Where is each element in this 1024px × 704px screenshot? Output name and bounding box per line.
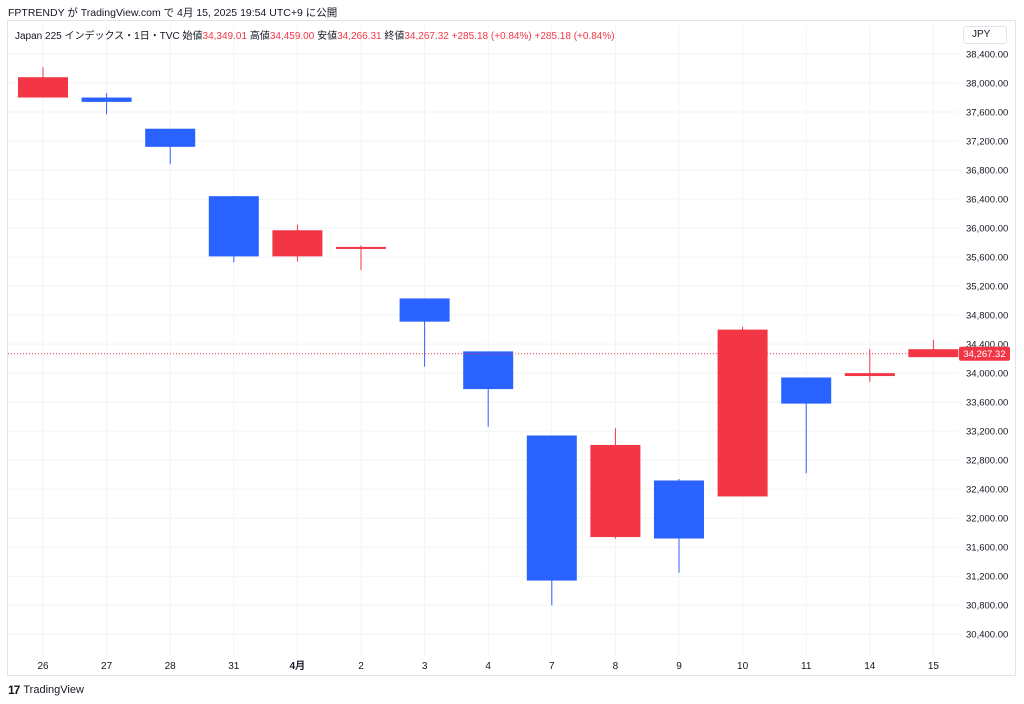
low-value: 34,266.31 [337,31,382,42]
y-tick-label: 34,800.00 [966,311,1008,322]
ohlc-legend: Japan 225 インデックス・1日・TVC 始値34,349.01 高値34… [15,27,615,42]
attribution-text: FPTRENDY が TradingView.com で 4月 15, 2025… [8,7,338,19]
y-tick-label: 33,200.00 [966,427,1008,438]
candle-body [590,444,641,538]
open-value: 34,349.01 [202,31,248,42]
price-axis: 30,400.00 30,800.00 31,200.00 31,600.00 32,0… [966,50,1008,641]
close-label: 終値 [384,31,405,42]
change-value: +285.18 (+0.84%) [451,31,532,42]
low-label: 安値 [317,31,338,42]
candle-body [908,349,959,358]
candle-body [145,128,196,147]
x-tick-label: 31 [228,661,240,672]
y-tick-label: 36,000.00 [966,224,1008,235]
x-tick-label: 28 [165,661,177,672]
y-tick-label: 31,200.00 [966,572,1008,583]
y-tick-label: 36,800.00 [966,166,1008,177]
y-tick-label: 30,400.00 [966,630,1008,641]
x-tick-label: 15 [928,661,940,672]
y-tick-label: 35,200.00 [966,282,1008,293]
candle-body [81,97,132,102]
x-tick-label: 8 [613,661,619,672]
x-tick-label: 7 [549,661,555,672]
candle-body [272,230,323,257]
y-tick-label: 32,400.00 [966,485,1008,496]
x-tick-label: 26 [37,661,49,672]
currency-button[interactable]: JPY [963,26,1007,44]
x-tick-label: 3 [422,661,428,672]
y-tick-label: 34,000.00 [966,369,1008,380]
y-tick-label: 33,600.00 [966,398,1008,409]
y-tick-label: 34,400.00 [966,340,1008,351]
y-tick-label: 32,800.00 [966,456,1008,467]
chart-panel[interactable] [7,20,1016,676]
x-tick-label: 2 [358,661,364,672]
tradingview-logo-icon: 17 [8,683,20,697]
open-label: 始値 [182,31,203,42]
x-tick-label: 27 [101,661,113,672]
change-value-2: +285.18 (+0.84%) [534,31,615,42]
candle-body [18,77,68,98]
x-tick-label: 9 [676,661,682,672]
y-tick-label: 35,600.00 [966,253,1008,264]
candles [18,67,959,606]
y-tick-label: 38,000.00 [966,79,1008,90]
grid-lines [8,25,958,656]
last-price-badge [959,346,1010,361]
candle-body [399,298,450,322]
y-tick-label: 37,200.00 [966,137,1008,148]
y-tick-label: 32,000.00 [966,514,1008,525]
high-value: 34,459.00 [269,31,315,42]
y-tick-label: 38,400.00 [966,50,1008,61]
footer-brand[interactable]: 17 TradingView [8,683,84,697]
y-tick-label: 31,600.00 [966,543,1008,554]
close-value: 34,267.32 [404,31,449,42]
x-tick-label: 4月 [290,660,306,672]
high-label: 高値 [249,31,270,42]
candle-body [844,373,895,377]
last-price-label: 34,267.32 [963,349,1005,360]
symbol-name[interactable]: Japan 225 インデックス・1日・TVC [15,31,180,42]
candle-body [526,435,577,581]
candle-body [717,329,768,497]
candle-body [463,351,514,390]
last-price-marker: 34,267.32 [8,346,1010,361]
x-tick-label: 14 [864,661,876,672]
time-axis: 26 27 28 31 4月 2 3 4 7 8 9 10 11 14 15 [37,660,939,672]
x-tick-label: 11 [801,661,812,672]
candle-body [336,246,386,249]
candle-body [781,377,832,404]
y-tick-label: 36,400.00 [966,195,1008,206]
y-tick-label: 30,800.00 [966,601,1008,612]
candle-body [208,196,259,257]
brand-name: TradingView [23,684,84,696]
x-tick-label: 4 [485,661,491,672]
x-tick-label: 10 [737,661,749,672]
candle-body [654,480,704,539]
y-tick-label: 37,600.00 [966,108,1008,119]
